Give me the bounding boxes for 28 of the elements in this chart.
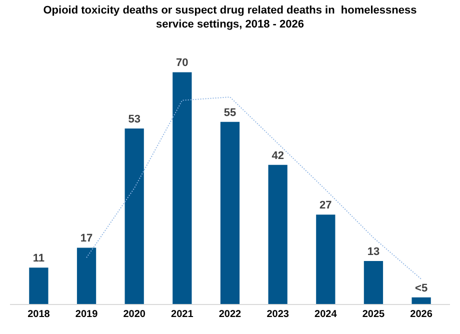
bar (124, 128, 144, 304)
x-tick-label: 2025 (362, 309, 386, 320)
bar (412, 297, 431, 304)
bar (316, 214, 336, 304)
bar (29, 268, 48, 304)
data-label: 11 (32, 252, 45, 265)
x-tick-label: 2026 (410, 309, 433, 320)
x-tick-label: 2019 (75, 309, 98, 320)
bar (364, 260, 384, 304)
bar (172, 72, 192, 304)
data-label: 17 (80, 232, 93, 245)
data-label: 42 (272, 150, 284, 162)
data-label: 13 (367, 246, 380, 258)
x-tick-label: 2018 (28, 309, 50, 320)
data-label: 53 (128, 113, 140, 126)
x-tick-label: 2022 (218, 309, 242, 320)
x-tick-label: 2023 (266, 309, 290, 320)
data-label: 70 (176, 57, 188, 70)
bar (220, 122, 240, 304)
chart-title: Opioid toxicity deaths or suspect drug related deaths in homelessness service settings, 2018 - 2026 (43, 4, 417, 31)
x-tick-label: 2020 (123, 309, 146, 320)
data-label: 55 (224, 106, 236, 119)
bar (268, 164, 288, 304)
x-tick-label: 2021 (171, 309, 194, 320)
data-label: <5 (415, 282, 428, 294)
x-tick-label: 2024 (314, 309, 338, 320)
bar (76, 248, 96, 304)
data-label: 27 (320, 200, 332, 212)
